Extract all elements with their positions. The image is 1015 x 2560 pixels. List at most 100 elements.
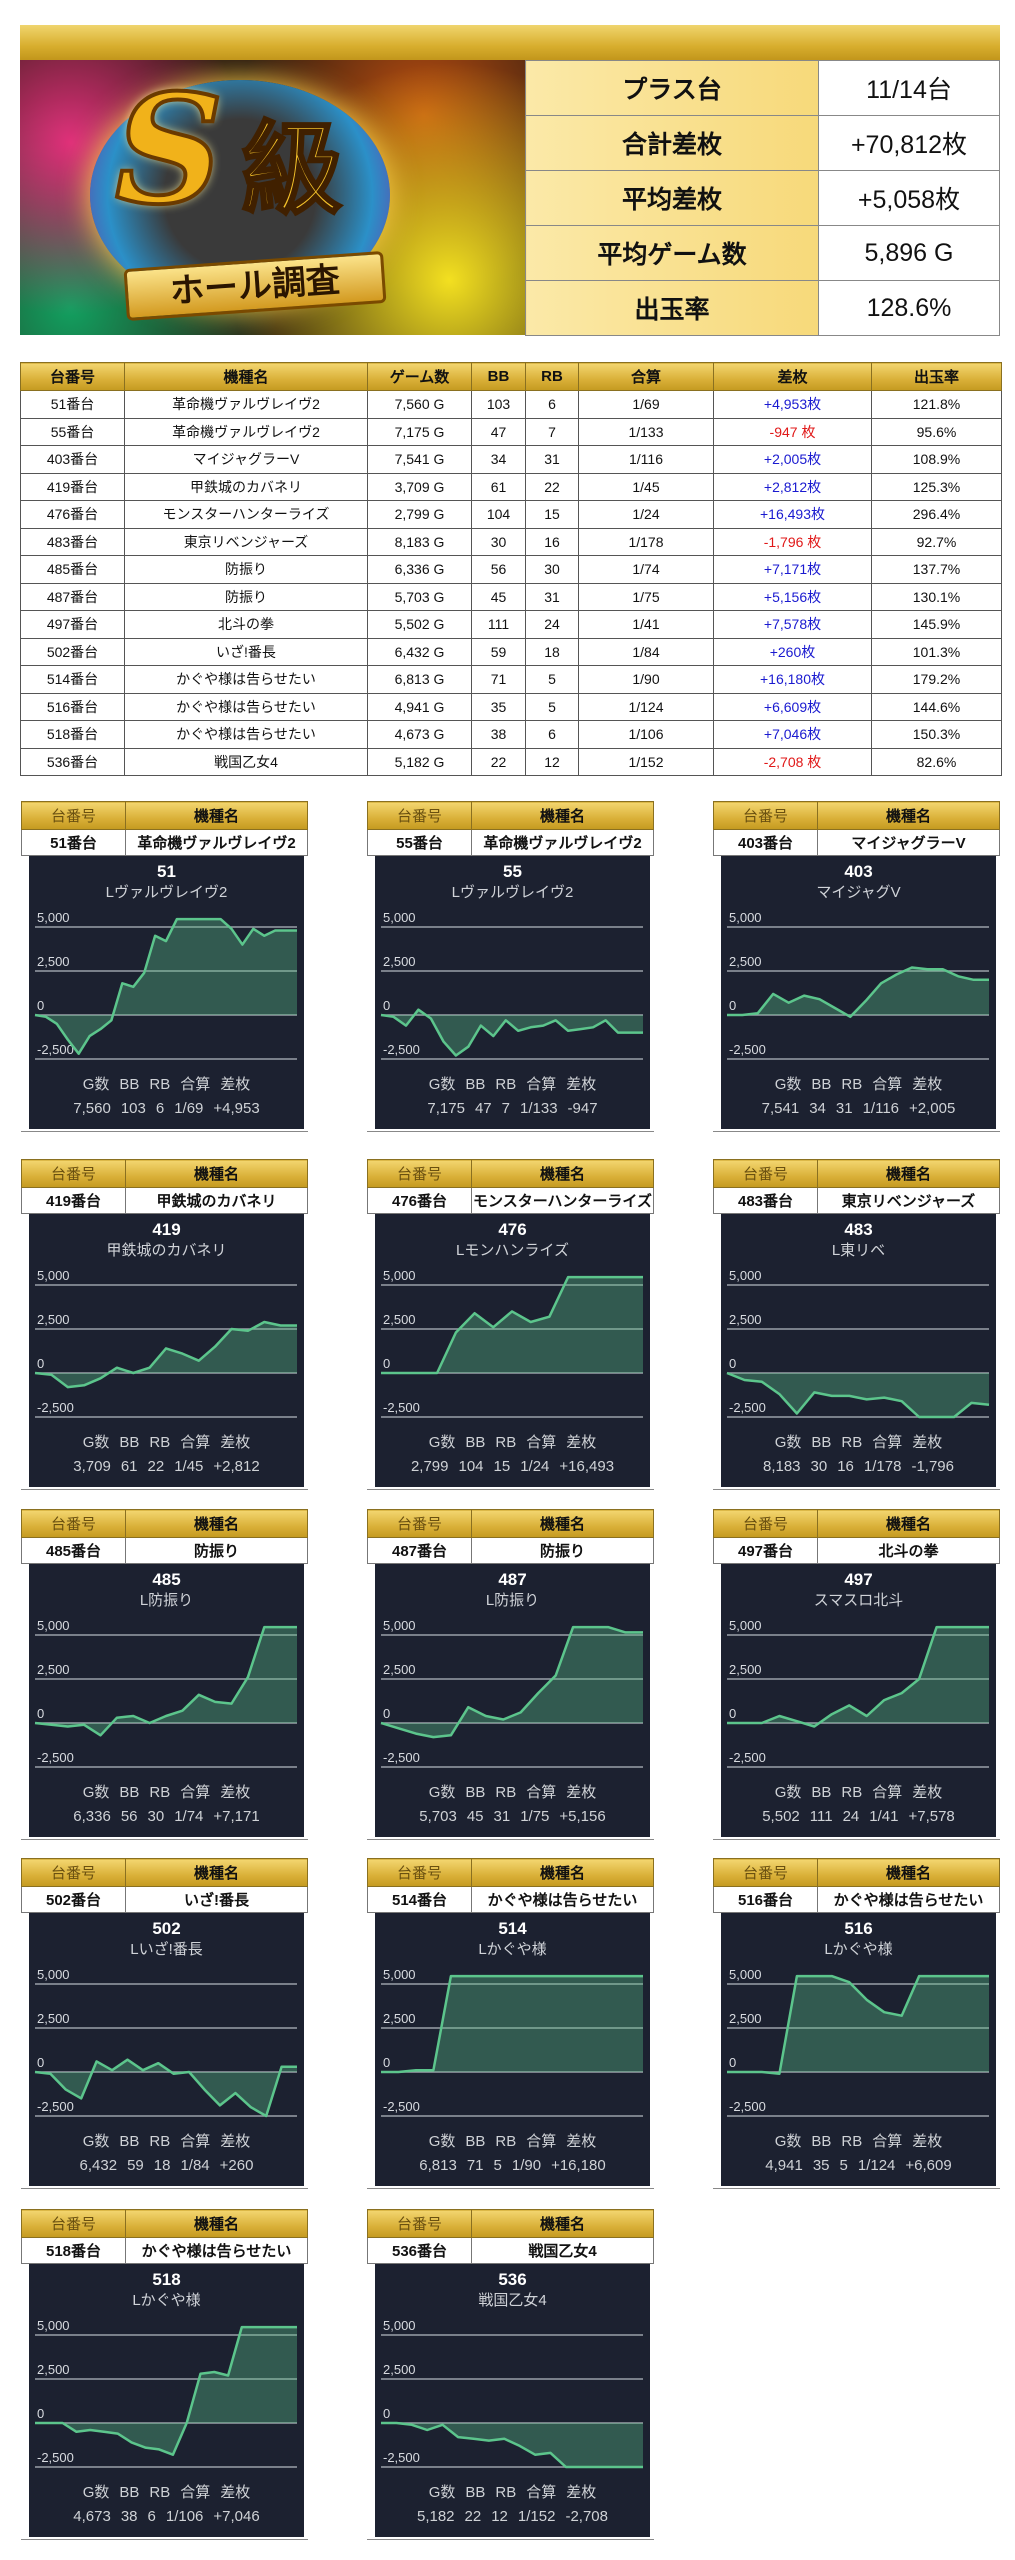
y-tick-label: -2,500 (383, 2450, 420, 2465)
stats-values: 6,336 56 30 1/74 +7,171 (29, 1808, 304, 1826)
table-cell: 4,673 G (367, 720, 472, 749)
y-tick-label: 2,500 (729, 954, 762, 969)
table-row: 55番台 革命機ヴァルヴレイヴ2 7,175 G 47 7 1/133 -947 枚 95.6… (20, 417, 1002, 446)
graph-line (727, 1974, 989, 2076)
card-machine-number: 419番台 (21, 1187, 126, 1214)
machine-card: 台番号 機種名 497番台 北斗の拳 497 スマスロ北斗 5,000 2,500 0 -2,50… (713, 1509, 1000, 1840)
y-tick-label: 0 (729, 1356, 736, 1371)
y-tick-label: 0 (37, 2406, 44, 2421)
table-cell: 防振り (124, 582, 368, 611)
summary-label: 合計差枚 (525, 115, 819, 171)
y-tick-label: 5,000 (383, 2318, 416, 2333)
stat-value: +7,171 (213, 1808, 260, 1825)
stats-header: G数 BB RB 合算 差枚 (29, 1434, 304, 1452)
graph-area-fill (35, 2327, 297, 2455)
card-machine-name: かぐや様は告らせたい (125, 2237, 308, 2264)
card-bottom-border (21, 2537, 308, 2540)
card-header-number: 台番号 (367, 1509, 472, 1538)
card-machine-name: 甲鉄城のカバネリ (125, 1187, 308, 1214)
summary-table: プラス台 11/14台 合計差枚 +70,812枚 平均差枚 +5,058枚 平均ゲーム数 5… (525, 60, 1000, 336)
table-row: 403番台 マイジャグラーV 7,541 G 34 31 1/116 +2,005枚 108.… (20, 445, 1002, 474)
stat-label: 差枚 (220, 1076, 251, 1093)
card-bottom-border (713, 2186, 1000, 2189)
card-header-number: 台番号 (713, 801, 818, 830)
stat-label: G数 (428, 1784, 456, 1801)
column-header: BB (471, 362, 526, 391)
y-tick-label: 2,500 (37, 2362, 70, 2377)
stat-value: -1,796 (911, 1458, 954, 1475)
card-header-table: 台番号 機種名 419番台 甲鉄城のカバネリ (21, 1159, 308, 1214)
card-machine-name: いざ!番長 (125, 1886, 308, 1913)
card-header-machine: 機種名 (125, 801, 308, 830)
table-cell: いざ!番長 (124, 637, 368, 666)
stats-values: 7,560 103 6 1/69 +4,953 (29, 1100, 304, 1118)
summary-value: 11/14台 (818, 60, 1000, 116)
stats-values: 4,941 35 5 1/124 +6,609 (721, 2157, 996, 2175)
slump-graph: 5,000 2,500 0 -2,500 (727, 1618, 989, 1768)
table-row: 514番台 かぐや様は告らせたい 6,813 G 71 5 1/90 +16,180枚 179… (20, 665, 1002, 694)
slump-graph-panel: 516 Lかぐや様 5,000 2,500 0 -2,500 G数 BB RB 合算 差枚 4,941… (721, 1913, 996, 2186)
y-tick-label: -2,500 (383, 2099, 420, 2114)
table-cell: 革命機ヴァルヴレイヴ2 (124, 390, 368, 419)
table-cell: 34 (471, 445, 526, 474)
stat-label: G数 (82, 2133, 110, 2150)
slump-graph: 5,000 2,500 0 -2,500 (381, 1268, 643, 1418)
table-cell: 7 (525, 417, 579, 446)
y-tick-label: 0 (729, 998, 736, 1013)
table-cell: 179.2% (871, 665, 1002, 694)
stat-value: -2,708 (565, 2508, 608, 2525)
card-machine-number: 55番台 (367, 829, 472, 856)
graph-area-fill (727, 967, 989, 1017)
y-tick-label: 5,000 (37, 1618, 70, 1633)
summary-row: 平均差枚 +5,058枚 (525, 170, 1000, 226)
table-cell: 16 (525, 527, 579, 556)
stats-header: G数 BB RB 合算 差枚 (29, 2133, 304, 2151)
stat-value: 4,941 (765, 2157, 803, 2174)
stat-label: 合算 (872, 1076, 903, 1093)
stat-label: RB (841, 1784, 863, 1801)
stats-header: G数 BB RB 合算 差枚 (375, 2133, 650, 2151)
table-cell: -1,796 枚 (713, 527, 872, 556)
graph-line (34, 1625, 297, 1737)
slump-graph-panel: 502 Lいざ!番長 5,000 2,500 0 -2,500 G数 BB RB 合算 差枚 6,43… (29, 1913, 304, 2186)
stat-label: 差枚 (566, 1434, 597, 1451)
table-cell: 82.6% (871, 747, 1002, 776)
card-machine-name: 北斗の拳 (817, 1537, 1000, 1564)
table-cell: 45 (471, 582, 526, 611)
graph-area-fill (381, 1009, 643, 1056)
stat-label: RB (841, 1076, 863, 1093)
stat-value: 1/69 (174, 1100, 204, 1117)
card-header-machine: 機種名 (817, 1159, 1000, 1188)
stats-header: G数 BB RB 合算 差枚 (29, 1784, 304, 1802)
table-cell: 5 (525, 665, 579, 694)
graph-line (380, 1008, 643, 1057)
stat-value: 15 (493, 1458, 511, 1475)
y-tick-label: 5,000 (383, 1268, 416, 1283)
graph-number: 502 (152, 1919, 181, 1938)
summary-value: +5,058枚 (818, 170, 1000, 226)
column-header: 差枚 (713, 362, 872, 391)
card-header-machine: 機種名 (817, 1509, 1000, 1538)
table-cell: 22 (471, 747, 526, 776)
stats-values: 5,502 111 24 1/41 +7,578 (721, 1808, 996, 1826)
y-tick-label: 0 (383, 1356, 390, 1371)
card-machine-name: 革命機ヴァルヴレイヴ2 (471, 829, 654, 856)
graph-line (34, 917, 297, 1055)
table-cell: 144.6% (871, 692, 1002, 721)
stats-header: G数 BB RB 合算 差枚 (721, 1076, 996, 1094)
card-header-table: 台番号 機種名 536番台 戦国乙女4 (367, 2209, 654, 2264)
stats-header: G数 BB RB 合算 差枚 (721, 1784, 996, 1802)
stat-label: BB (119, 1784, 140, 1801)
machine-card: 台番号 機種名 518番台 かぐや様は告らせたい 518 Lかぐや様 5,000 2,500 0… (21, 2209, 308, 2540)
table-cell: 111 (471, 610, 526, 639)
slump-graph: 5,000 2,500 0 -2,500 (726, 1268, 990, 1419)
card-bottom-border (367, 1837, 654, 1840)
card-bottom-border (21, 1837, 308, 1840)
table-cell: 518番台 (20, 720, 125, 749)
stats-values: 5,703 45 31 1/75 +5,156 (375, 1808, 650, 1826)
table-cell: 18 (525, 637, 579, 666)
stat-value: 1/74 (174, 1808, 204, 1825)
graph-number: 516 (844, 1919, 873, 1938)
table-row: 536番台 戦国乙女4 5,182 G 22 12 1/152 -2,708 枚 82.6% (20, 747, 1002, 776)
table-cell: 6,336 G (367, 555, 472, 584)
